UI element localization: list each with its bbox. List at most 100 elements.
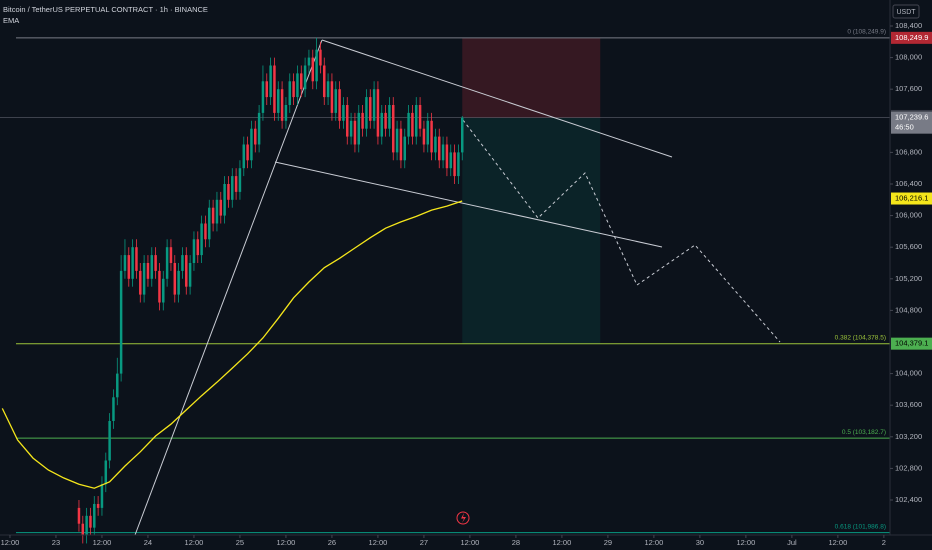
candle-body — [334, 89, 338, 113]
y-tick-label: 103,600 — [895, 400, 922, 409]
candle-body — [395, 128, 399, 153]
x-tick-label: 28 — [512, 538, 520, 547]
y-tick-label: 106,400 — [895, 179, 922, 188]
price-tag — [891, 337, 932, 350]
y-tick-label: 104,800 — [895, 305, 922, 314]
candle-body — [376, 89, 380, 137]
candle-body — [307, 57, 311, 66]
currency-box[interactable] — [892, 4, 920, 19]
candle-body — [441, 144, 445, 161]
candle-body — [261, 81, 265, 113]
candle-body — [361, 112, 364, 129]
candle-body — [353, 120, 357, 145]
candle-body — [185, 255, 188, 287]
candle-body — [315, 49, 318, 82]
x-tick-label: 27 — [420, 538, 428, 547]
currency: USDT — [896, 9, 916, 16]
candle-body — [231, 176, 234, 200]
price-axis — [890, 0, 932, 550]
candle-body — [112, 397, 115, 422]
drawings — [134, 39, 781, 536]
candle-body — [365, 97, 368, 129]
candle-body — [284, 104, 288, 121]
candle-body — [223, 183, 226, 216]
candle-body — [273, 65, 276, 113]
chart-title: Bitcoin / TetherUS PERPETUAL CONTRACT · … — [3, 5, 208, 14]
candle-body — [173, 262, 177, 295]
x-tick-label: 12:00 — [461, 538, 480, 547]
candle-body — [234, 176, 238, 192]
candle-body — [415, 104, 418, 137]
fib-level-label: 0.618 (101,986.8) — [835, 523, 886, 530]
price-tag-label: 104,379.1 — [895, 339, 928, 348]
candle-body — [407, 112, 410, 137]
candle-body — [131, 247, 134, 279]
candle-body — [135, 247, 138, 271]
candle-body — [277, 89, 280, 113]
x-tick-label: 12:00 — [185, 538, 204, 547]
candle-body — [330, 81, 334, 113]
indicator-label[interactable]: EMA — [3, 16, 19, 25]
candle-body — [100, 484, 104, 508]
candle-body — [246, 144, 249, 161]
candle-body — [449, 152, 452, 169]
x-tick-label: 24 — [144, 538, 152, 547]
candle-body — [300, 73, 303, 90]
trend-line — [134, 39, 323, 536]
candle-body — [292, 81, 295, 98]
price-tag — [891, 111, 932, 134]
candle-body — [158, 270, 161, 303]
candle-body — [208, 207, 211, 240]
x-tick-label: 12:00 — [93, 538, 112, 547]
candle-body — [388, 104, 391, 129]
candle-body — [445, 144, 449, 169]
channel-bottom — [274, 161, 663, 248]
fib-level-label: 0 (108,249.9) — [847, 29, 886, 36]
x-tick-label: 12:00 — [828, 538, 847, 547]
x-tick-label: 12:00 — [736, 538, 755, 547]
candle-body — [380, 112, 384, 137]
candle-body — [430, 120, 433, 153]
y-tick-label: 106,800 — [895, 147, 922, 156]
price-tag-label: 106,216.1 — [895, 194, 928, 203]
candle-body — [265, 81, 269, 98]
candle-body — [434, 136, 437, 153]
candle-body — [200, 223, 203, 256]
x-tick-label: 29 — [604, 538, 612, 547]
price-tag — [891, 31, 932, 44]
candle-body — [422, 128, 426, 145]
candle-body — [369, 97, 372, 121]
candle-body — [250, 128, 253, 161]
candle-body — [311, 57, 315, 82]
candle-body — [257, 112, 261, 145]
candle-body — [211, 207, 215, 224]
fib-level-label: 0.5 (103,182.7) — [842, 429, 886, 436]
candle-body — [93, 503, 96, 528]
candle-body — [461, 117, 464, 153]
x-tick-label: 12:00 — [1, 538, 20, 547]
candle-body — [426, 120, 429, 145]
candle-body — [108, 421, 111, 461]
x-tick-label: 25 — [236, 538, 244, 547]
fib-level-label: 0.382 (104,378.5) — [835, 334, 886, 341]
candle-body — [162, 278, 165, 303]
candle-body — [85, 515, 88, 536]
candle-body — [96, 503, 100, 508]
candle-body — [269, 65, 272, 98]
ema-line — [1, 200, 463, 489]
x-tick-label: 26 — [328, 538, 336, 547]
lightning-icon[interactable] — [456, 511, 470, 525]
candle-body — [169, 247, 173, 263]
stop-zone — [462, 37, 601, 118]
candle-body — [280, 89, 284, 121]
target-zone — [462, 117, 601, 344]
candle-body — [142, 262, 146, 295]
candle-body — [372, 89, 376, 121]
price-tag — [891, 192, 932, 205]
x-tick-label: 12:00 — [277, 538, 296, 547]
candle-body — [150, 255, 154, 279]
candle-body — [357, 112, 361, 145]
candle-body — [346, 104, 349, 137]
x-tick-label: 30 — [696, 538, 704, 547]
